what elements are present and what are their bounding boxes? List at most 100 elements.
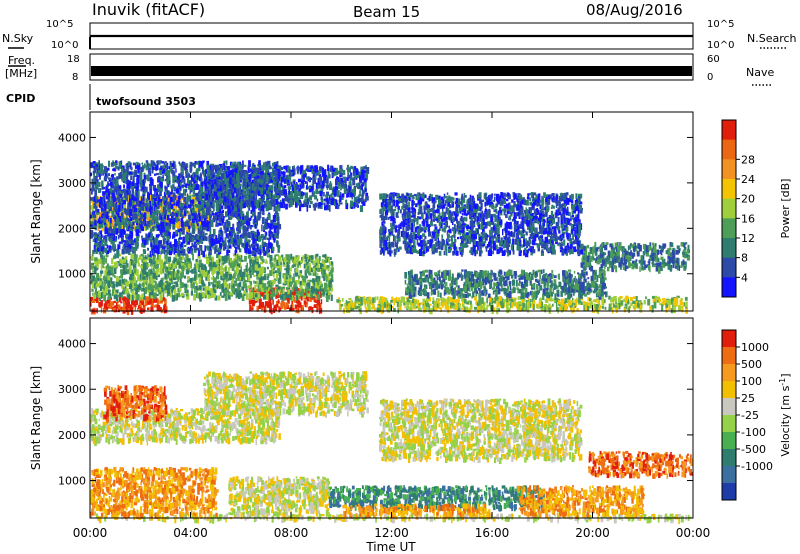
station-title: Inuvik (fitACF) xyxy=(92,0,205,19)
range-cell xyxy=(200,224,202,231)
range-cell xyxy=(258,305,261,309)
range-cell xyxy=(104,280,106,285)
range-cell xyxy=(191,183,194,187)
range-cell xyxy=(205,245,209,248)
range-cell xyxy=(152,272,156,279)
range-cell xyxy=(260,290,264,297)
range-cell xyxy=(308,283,311,289)
range-cell xyxy=(95,285,98,288)
range-cell xyxy=(92,183,95,190)
range-cell xyxy=(330,294,333,301)
range-cell xyxy=(172,208,175,212)
range-cell xyxy=(169,274,172,279)
range-cell xyxy=(260,258,263,261)
range-cell xyxy=(247,233,251,238)
range-cell xyxy=(163,168,166,174)
range-cell xyxy=(268,242,271,249)
range-cell xyxy=(152,194,155,199)
range-cell xyxy=(159,268,163,275)
range-cell xyxy=(263,287,267,291)
range-cell xyxy=(254,223,257,229)
range-cell xyxy=(92,262,95,267)
range-cell xyxy=(200,208,205,211)
range-cell xyxy=(193,293,196,301)
range-cell xyxy=(292,287,295,293)
range-cell xyxy=(322,254,326,258)
range-cell xyxy=(147,264,150,267)
range-cell xyxy=(191,185,194,191)
range-cell xyxy=(100,282,104,287)
range-cell xyxy=(106,287,109,293)
range-cell xyxy=(279,286,283,290)
range-cell xyxy=(240,210,244,217)
range-cell xyxy=(212,293,216,298)
range-cell xyxy=(94,290,97,295)
range-cell xyxy=(111,207,115,213)
range-cell xyxy=(237,245,239,250)
range-cell xyxy=(298,275,300,279)
range-cell xyxy=(224,290,228,295)
range-cell xyxy=(221,230,224,238)
range-cell xyxy=(293,273,295,280)
range-cell xyxy=(264,290,266,293)
range-cell xyxy=(142,276,146,280)
range-cell xyxy=(226,288,229,293)
range-cell xyxy=(257,264,261,268)
range-cell xyxy=(154,265,158,269)
range-cell xyxy=(92,292,96,297)
range-cell xyxy=(132,281,135,288)
range-cell xyxy=(259,276,263,280)
range-cell xyxy=(121,294,124,298)
range-cell xyxy=(120,269,123,274)
range-cell xyxy=(195,169,198,176)
range-cell xyxy=(279,261,283,267)
range-cell xyxy=(289,272,292,275)
range-cell xyxy=(292,276,295,283)
range-cell xyxy=(143,288,147,294)
range-cell xyxy=(115,160,118,163)
range-cell xyxy=(97,247,99,251)
range-cell xyxy=(248,285,251,289)
range-cell xyxy=(277,265,281,269)
range-cell xyxy=(253,213,256,217)
range-cell xyxy=(208,261,210,267)
range-cell xyxy=(104,277,107,284)
range-cell xyxy=(101,213,105,216)
range-cell xyxy=(121,225,125,232)
range-cell xyxy=(126,247,130,253)
range-cell xyxy=(245,215,248,221)
range-cell xyxy=(270,267,274,271)
range-cell xyxy=(253,260,257,266)
range-cell xyxy=(138,285,141,288)
range-cell xyxy=(193,267,197,274)
range-cell xyxy=(269,270,273,276)
range-cell xyxy=(249,270,252,274)
range-cell xyxy=(104,199,106,204)
range-cell xyxy=(147,299,149,305)
date-title: 08/Aug/2016 xyxy=(586,1,683,19)
range-cell xyxy=(121,278,123,284)
range-cell xyxy=(93,297,97,302)
range-cell xyxy=(96,292,98,296)
range-cell xyxy=(267,214,271,220)
range-cell xyxy=(121,259,123,264)
range-cell xyxy=(261,269,263,276)
range-cell xyxy=(330,274,334,281)
range-cell xyxy=(316,259,320,264)
range-cell xyxy=(90,262,94,270)
range-cell xyxy=(263,294,266,300)
range-cell xyxy=(126,236,128,239)
range-cell xyxy=(178,237,182,240)
range-cell xyxy=(156,298,159,305)
range-cell xyxy=(200,268,203,275)
range-cell xyxy=(263,275,267,280)
range-cell xyxy=(148,299,152,304)
range-cell xyxy=(304,275,308,279)
range-cell xyxy=(107,265,111,271)
range-cell xyxy=(171,263,173,267)
range-cell xyxy=(252,233,254,240)
range-cell xyxy=(113,231,116,234)
range-cell xyxy=(323,289,327,293)
range-cell xyxy=(510,302,512,308)
range-cell xyxy=(125,175,128,180)
